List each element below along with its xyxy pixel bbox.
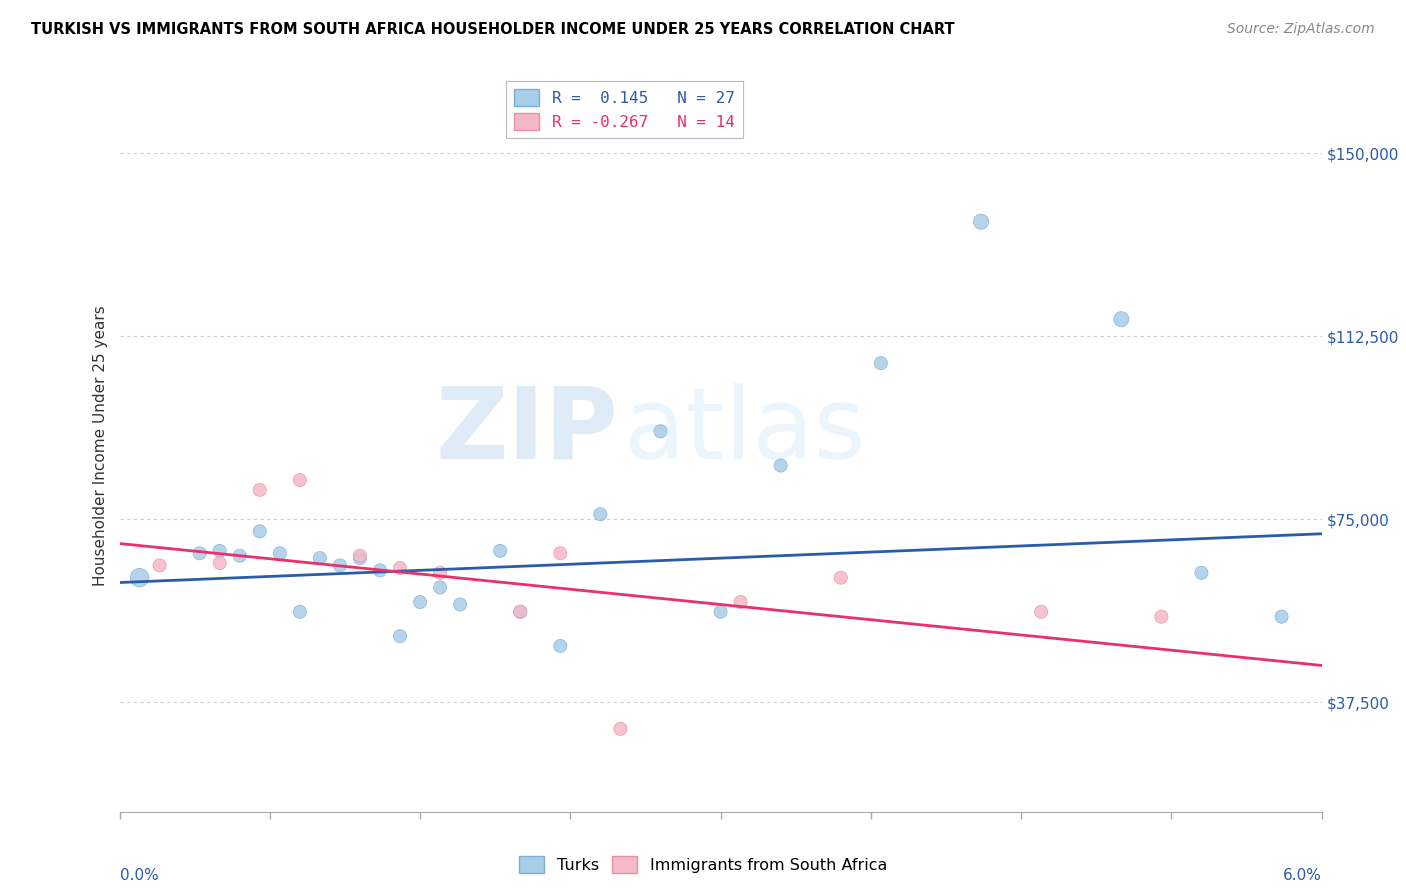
Point xyxy=(429,581,451,595)
Point xyxy=(249,483,271,497)
Point xyxy=(548,639,571,653)
Point xyxy=(1150,609,1173,624)
Point xyxy=(128,571,150,585)
Point xyxy=(388,561,412,575)
Text: TURKISH VS IMMIGRANTS FROM SOUTH AFRICA HOUSEHOLDER INCOME UNDER 25 YEARS CORREL: TURKISH VS IMMIGRANTS FROM SOUTH AFRICA … xyxy=(31,22,955,37)
Point xyxy=(368,563,391,577)
Point xyxy=(548,546,571,560)
Point xyxy=(609,722,631,736)
Point xyxy=(869,356,891,370)
Point xyxy=(309,551,332,566)
Y-axis label: Householder Income Under 25 years: Householder Income Under 25 years xyxy=(93,306,108,586)
Point xyxy=(509,605,531,619)
Point xyxy=(228,549,252,563)
Point xyxy=(288,473,311,487)
Point xyxy=(349,551,371,566)
Text: Source: ZipAtlas.com: Source: ZipAtlas.com xyxy=(1227,22,1375,37)
Point xyxy=(149,558,172,573)
Point xyxy=(269,546,291,560)
Point xyxy=(489,544,512,558)
Point xyxy=(589,508,612,522)
Point xyxy=(1189,566,1212,580)
Point xyxy=(409,595,432,609)
Text: 6.0%: 6.0% xyxy=(1282,868,1322,883)
Point xyxy=(288,605,311,619)
Point xyxy=(709,605,731,619)
Point xyxy=(329,558,352,573)
Point xyxy=(830,571,852,585)
Point xyxy=(388,629,412,643)
Point xyxy=(730,595,752,609)
Point xyxy=(970,215,993,229)
Point xyxy=(208,544,231,558)
Text: 0.0%: 0.0% xyxy=(120,868,159,883)
Point xyxy=(769,458,792,473)
Point xyxy=(449,598,471,612)
Point xyxy=(188,546,211,560)
Text: atlas: atlas xyxy=(624,383,866,480)
Point xyxy=(1111,312,1133,326)
Point xyxy=(1029,605,1052,619)
Point xyxy=(509,605,531,619)
Point xyxy=(249,524,271,539)
Point xyxy=(1271,609,1294,624)
Legend: R =  0.145   N = 27, R = -0.267   N = 14: R = 0.145 N = 27, R = -0.267 N = 14 xyxy=(506,81,742,138)
Point xyxy=(650,425,672,439)
Point xyxy=(349,549,371,563)
Text: ZIP: ZIP xyxy=(436,383,619,480)
Legend: Turks, Immigrants from South Africa: Turks, Immigrants from South Africa xyxy=(512,849,894,880)
Point xyxy=(429,566,451,580)
Point xyxy=(208,556,231,570)
